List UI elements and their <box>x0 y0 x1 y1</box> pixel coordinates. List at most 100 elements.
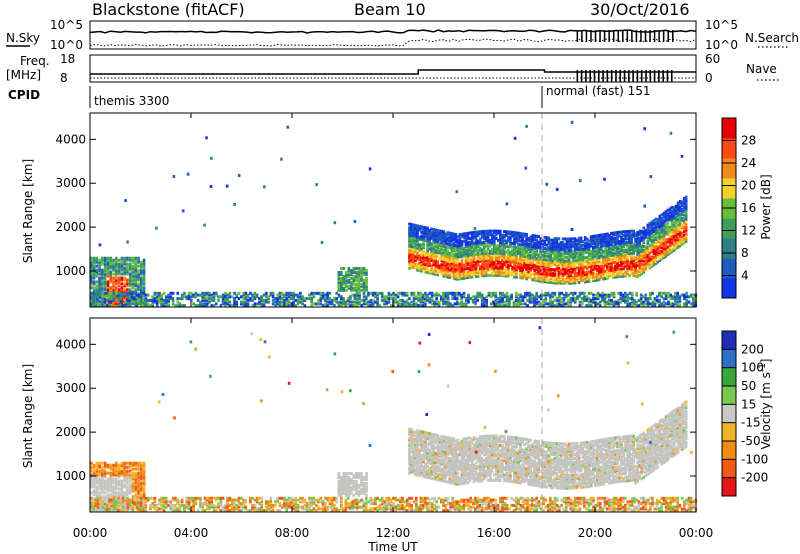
power-cell <box>430 255 433 259</box>
velocity-cell <box>109 479 112 483</box>
power-cell <box>337 302 341 306</box>
power-cell <box>420 249 423 253</box>
power-cell <box>561 274 565 278</box>
power-cell <box>121 304 125 308</box>
power-cell <box>561 278 565 281</box>
power-cell <box>596 273 599 276</box>
power-cell <box>344 302 348 306</box>
power-cell <box>205 297 209 301</box>
power-cell <box>527 246 530 250</box>
power-cell <box>585 304 588 308</box>
power-cell <box>408 263 411 267</box>
power-cell <box>626 252 629 256</box>
power-cell <box>633 298 636 302</box>
power-cell <box>619 297 623 301</box>
velocity-cell <box>126 487 129 491</box>
power-cell <box>106 268 110 272</box>
power-cell <box>685 302 688 306</box>
power-cell <box>482 255 486 259</box>
power-cell <box>630 237 633 241</box>
power-cell <box>642 235 646 239</box>
power-cell <box>271 295 275 299</box>
power-cell <box>426 298 429 302</box>
power-cell <box>142 264 146 268</box>
power-cell <box>501 240 504 244</box>
power-cell <box>598 270 601 274</box>
power-cell <box>571 250 575 254</box>
power-cell <box>569 244 573 248</box>
power-cell <box>640 239 643 243</box>
power-cell <box>638 268 641 272</box>
power-cell <box>428 247 431 251</box>
power-cell <box>131 264 135 268</box>
power-cell <box>483 297 486 301</box>
power-cell <box>684 214 688 217</box>
power-cell <box>565 268 569 272</box>
power-cell <box>424 239 427 243</box>
power-cell <box>543 258 547 262</box>
power-cell <box>682 206 686 210</box>
power-cell <box>529 255 532 259</box>
power-cell <box>571 266 575 270</box>
power-cell <box>95 270 99 274</box>
power-cell <box>559 244 563 248</box>
power-cell <box>358 291 361 295</box>
power-cell <box>162 304 166 308</box>
power-cell <box>583 250 587 254</box>
power-cell <box>517 304 520 308</box>
power-cell <box>340 278 343 282</box>
power-cell <box>117 266 121 270</box>
power-cell <box>357 267 361 270</box>
power-cell <box>644 256 648 260</box>
power-cell <box>664 243 668 247</box>
power-cell <box>533 300 536 304</box>
power-cell <box>190 298 193 302</box>
power-cell <box>135 293 139 297</box>
power-cell <box>92 276 96 280</box>
power-cell <box>583 271 587 275</box>
power-cell <box>486 233 490 237</box>
power-cell <box>460 240 464 244</box>
power-cell <box>476 256 480 260</box>
power-cell <box>592 268 595 272</box>
power-cell <box>345 276 348 280</box>
power-cell <box>684 199 688 203</box>
power-cell <box>365 273 368 276</box>
power-cell <box>418 247 421 250</box>
power-cell <box>505 241 508 245</box>
power-cell <box>499 253 502 257</box>
power-cell <box>355 300 359 304</box>
power-cell <box>424 298 427 302</box>
power-cell <box>474 302 477 306</box>
power-cell <box>482 257 486 261</box>
velocity-cell <box>126 477 129 481</box>
power-cell <box>478 239 482 243</box>
power-cell <box>128 274 132 278</box>
power-cell <box>495 253 498 257</box>
velocity-cell <box>98 485 101 489</box>
velocity-cell <box>92 493 96 497</box>
power-cell <box>533 243 536 247</box>
power-cell <box>569 241 573 245</box>
power-cell <box>410 265 413 269</box>
velocity-cell <box>109 475 112 479</box>
power-cell <box>614 244 617 248</box>
power-cell <box>493 238 496 242</box>
power-cell <box>108 302 111 306</box>
power-cell <box>563 268 567 272</box>
power-cell <box>267 300 270 304</box>
power-cell <box>535 262 538 266</box>
power-cell <box>468 242 472 246</box>
velocity-cell <box>120 469 124 473</box>
power-cell <box>217 298 220 302</box>
power-cell <box>662 297 666 301</box>
power-cell <box>165 302 168 306</box>
power-cell <box>561 257 565 261</box>
power-cell <box>458 253 462 257</box>
power-cell <box>476 269 480 273</box>
power-cell <box>628 229 631 233</box>
power-cell <box>666 218 670 222</box>
power-cell <box>692 302 695 306</box>
power-cell <box>624 235 627 239</box>
power-cell <box>117 288 121 292</box>
